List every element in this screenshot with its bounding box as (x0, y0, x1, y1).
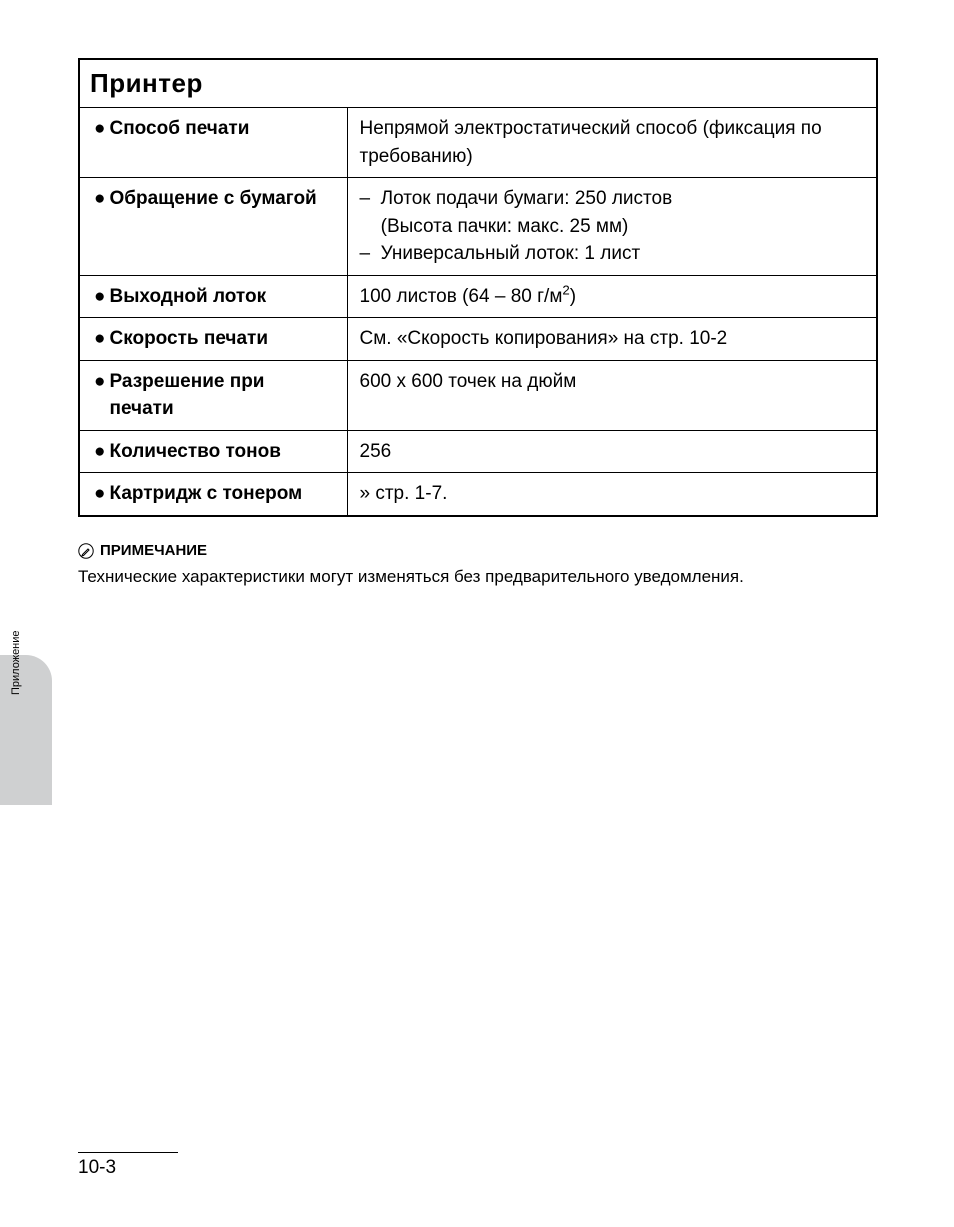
spec-value: Непрямой электростатический способ (фикс… (347, 108, 877, 178)
bullet-icon: ● (94, 283, 105, 311)
pencil-icon (78, 543, 94, 559)
spec-label: ●Разрешение при печати (79, 360, 347, 430)
table-row: ●Картридж с тонером» стр. 1-7. (79, 473, 877, 516)
spec-value: – Лоток подачи бумаги: 250 листов (Высот… (347, 178, 877, 276)
spec-table: Принтер ●Способ печатиНепрямой электрост… (78, 58, 878, 517)
spec-label-text: Скорость печати (109, 325, 268, 353)
table-row: ●Обращение с бумагой– Лоток подачи бумаг… (79, 178, 877, 276)
spec-label-text: Способ печати (109, 115, 249, 143)
bullet-icon: ● (94, 368, 105, 396)
spec-label: ●Картридж с тонером (79, 473, 347, 516)
spec-label-text: Выходной лоток (109, 283, 266, 311)
bullet-icon: ● (94, 325, 105, 353)
page-number: 10-3 (78, 1152, 178, 1179)
spec-label: ●Скорость печати (79, 318, 347, 361)
note-text: Технические характеристики могут изменят… (78, 565, 878, 589)
table-title: Принтер (79, 59, 877, 108)
table-row: ●Выходной лоток100 листов (64 – 80 г/м2) (79, 275, 877, 318)
side-label: Приложение (10, 630, 22, 695)
spec-label: ●Обращение с бумагой (79, 178, 347, 276)
note-heading-text: ПРИМЕЧАНИЕ (100, 542, 207, 559)
table-body: ●Способ печатиНепрямой электростатически… (79, 108, 877, 517)
bullet-icon: ● (94, 115, 105, 143)
table-row: ●Количество тонов256 (79, 430, 877, 473)
spec-label: ●Выходной лоток (79, 275, 347, 318)
bullet-icon: ● (94, 480, 105, 508)
table-row: ●Скорость печатиСм. «Скорость копировани… (79, 318, 877, 361)
spec-label-text: Картридж с тонером (109, 480, 302, 508)
spec-value: 256 (347, 430, 877, 473)
spec-value: » стр. 1-7. (347, 473, 877, 516)
note-heading: ПРИМЕЧАНИЕ (78, 542, 878, 559)
note-block: ПРИМЕЧАНИЕ Технические характеристики мо… (78, 542, 878, 589)
spec-value: 600 x 600 точек на дюйм (347, 360, 877, 430)
table-row: ●Способ печатиНепрямой электростатически… (79, 108, 877, 178)
bullet-icon: ● (94, 438, 105, 466)
table-row: ●Разрешение при печати600 x 600 точек на… (79, 360, 877, 430)
spec-value: См. «Скорость копирования» на стр. 10-2 (347, 318, 877, 361)
side-tab (0, 655, 52, 805)
spec-label-text: Обращение с бумагой (109, 185, 316, 213)
spec-label: ●Количество тонов (79, 430, 347, 473)
spec-label-text: Разрешение при печати (109, 368, 329, 423)
bullet-icon: ● (94, 185, 105, 213)
spec-label: ●Способ печати (79, 108, 347, 178)
spec-label-text: Количество тонов (109, 438, 280, 466)
spec-value: 100 листов (64 – 80 г/м2) (347, 275, 877, 318)
page-content: Принтер ●Способ печатиНепрямой электрост… (78, 58, 878, 589)
